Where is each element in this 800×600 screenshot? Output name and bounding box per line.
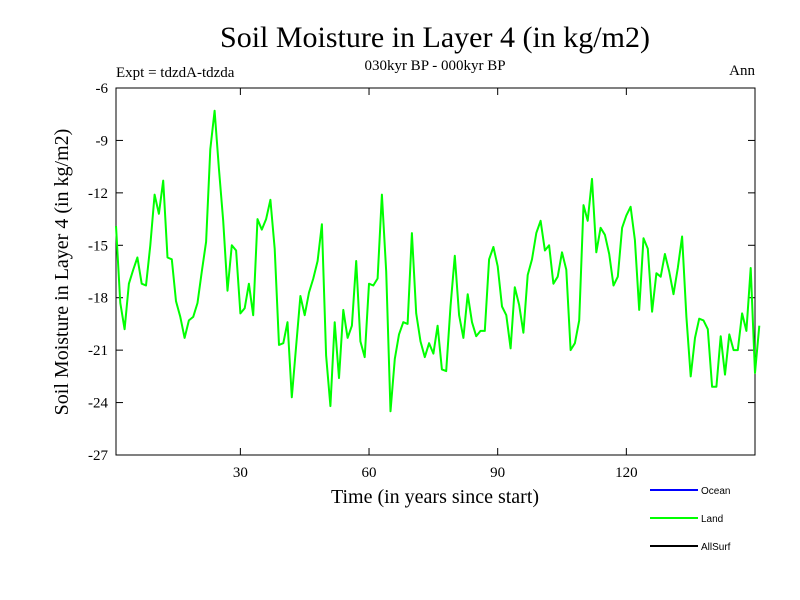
y-tick-label: -24 bbox=[88, 396, 108, 412]
y-tick-label: -12 bbox=[88, 186, 108, 202]
chart-title: Soil Moisture in Layer 4 (in kg/m2) bbox=[220, 21, 650, 54]
x-tick-label: 90 bbox=[490, 465, 505, 481]
y-tick-label: -21 bbox=[88, 343, 108, 359]
series-line-land bbox=[115, 109, 761, 413]
chart-subtitle: 030kyr BP - 000kyr BP bbox=[364, 58, 505, 74]
x-axis-label: Time (in years since start) bbox=[331, 486, 539, 508]
x-tick-label: 120 bbox=[615, 465, 638, 481]
plot-area bbox=[115, 87, 756, 456]
y-tick-label: -18 bbox=[88, 291, 108, 307]
x-tick-label: 60 bbox=[362, 465, 377, 481]
y-tick-label: -9 bbox=[96, 133, 109, 149]
y-axis-label: Soil Moisture in Layer 4 (in kg/m2) bbox=[51, 129, 73, 416]
y-axis: -6 -9 -12 -15 -18 -21 -24 -27 bbox=[88, 81, 755, 464]
series-layer bbox=[115, 109, 761, 413]
legend-label-allsurf: AllSurf bbox=[701, 542, 731, 553]
y-tick-label: -6 bbox=[96, 81, 109, 97]
legend-label-land: Land bbox=[701, 514, 723, 525]
x-tick-label: 30 bbox=[233, 465, 248, 481]
x-axis: 30 60 90 120 bbox=[233, 88, 638, 481]
legend: Ocean Land AllSurf bbox=[650, 486, 731, 553]
y-tick-label: -15 bbox=[88, 238, 108, 254]
legend-label-ocean: Ocean bbox=[701, 486, 730, 497]
plot-frame bbox=[115, 87, 756, 456]
y-tick-label: -27 bbox=[88, 448, 108, 464]
season-label: Ann bbox=[729, 63, 755, 79]
experiment-label: Expt = tdzdA-tdzda bbox=[116, 65, 235, 81]
